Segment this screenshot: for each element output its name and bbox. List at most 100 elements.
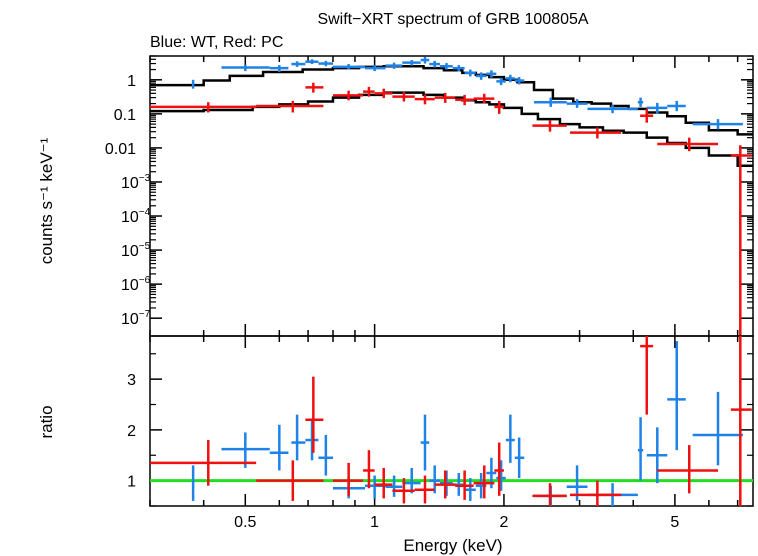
data-point-wt — [402, 467, 421, 494]
data-point-pc — [473, 93, 495, 104]
y-tick-exponent: −5 — [139, 241, 151, 252]
y-tick-label: 1 — [127, 73, 136, 90]
data-point-pc — [455, 470, 474, 500]
data-point-pc — [455, 94, 474, 106]
data-point-pc — [494, 100, 504, 114]
data-point-wt — [667, 341, 686, 451]
data-point-wt — [365, 65, 386, 72]
y-tick-label: 10−7 — [121, 309, 151, 328]
data-point-pc — [434, 92, 456, 103]
data-point-wt — [505, 414, 515, 463]
y-tick-base: 10 — [121, 209, 139, 226]
data-point-wt — [637, 97, 644, 107]
data-point-wt — [475, 72, 487, 80]
data-point-wt — [514, 437, 525, 479]
y-tick-label: 0.1 — [114, 107, 136, 124]
data-point-pc — [532, 483, 567, 506]
y-tick-label: 2 — [127, 423, 136, 440]
y-tick-label: 0.01 — [105, 141, 136, 158]
y-tick-base: 10 — [121, 277, 139, 294]
data-point-pc — [256, 100, 324, 113]
data-point-pc — [305, 82, 324, 93]
y-tick-label: 10−5 — [121, 241, 151, 260]
y-tick-exponent: −7 — [139, 309, 151, 320]
panel-content-ratio — [150, 336, 753, 506]
y-tick-exponent: −6 — [139, 275, 151, 286]
data-point-pc — [570, 127, 622, 139]
data-point-pc — [332, 90, 364, 101]
data-point-pc — [150, 102, 257, 113]
y-tick-exponent: −3 — [139, 173, 151, 184]
data-point-pc — [570, 480, 622, 506]
data-point-wt — [486, 70, 497, 78]
data-point-pc — [532, 120, 567, 132]
data-point-wt — [291, 414, 306, 461]
data-point-wt — [305, 419, 319, 461]
model-curve-wt — [150, 65, 753, 136]
data-point-pc — [640, 108, 654, 123]
data-point-wt — [440, 63, 453, 70]
y-tick-label: 3 — [127, 372, 136, 389]
data-point-wt — [221, 64, 270, 72]
model-curve-pc — [150, 91, 753, 167]
y-tick-label: 10−3 — [121, 173, 151, 192]
data-point-wt — [496, 77, 506, 86]
data-point-wt — [385, 62, 403, 69]
data-point-wt — [587, 104, 638, 114]
data-point-pc — [363, 450, 375, 489]
data-point-pc — [494, 442, 504, 496]
data-point-pc — [657, 137, 719, 152]
data-point-wt — [452, 65, 465, 72]
data-point-wt — [464, 69, 476, 77]
data-point-pc — [414, 94, 435, 105]
data-point-wt — [496, 460, 506, 491]
data-point-pc — [730, 145, 752, 336]
y-tick-label: 10−6 — [121, 275, 151, 294]
data-point-wt — [514, 77, 525, 85]
data-point-wt — [332, 64, 366, 70]
x-tick-label: 0.5 — [234, 514, 256, 531]
data-point-wt — [385, 475, 403, 497]
chart-title: Swift−XRT spectrum of GRB 100805A — [317, 11, 588, 28]
x-tick-label: 1 — [370, 514, 379, 531]
data-point-pc — [434, 470, 456, 499]
data-point-pc — [363, 86, 375, 97]
data-point-pc — [256, 460, 324, 501]
data-point-pc — [392, 91, 415, 102]
data-point-wt — [402, 60, 421, 66]
panel-ratio: 1 2 3 — [127, 335, 754, 507]
panel-content-spectrum — [150, 56, 753, 336]
x-axis-label: Energy (keV) — [403, 536, 502, 555]
y-axis-label-spectrum: counts s⁻¹ keV⁻¹ — [37, 137, 56, 264]
data-point-pc — [657, 445, 719, 494]
data-point-pc — [730, 336, 752, 506]
data-point-wt — [646, 102, 668, 114]
y-tick-base: 10 — [121, 175, 139, 192]
y-tick-base: 10 — [121, 243, 139, 260]
panel-frame-ratio — [149, 335, 754, 507]
data-point-pc — [374, 467, 393, 499]
data-point-pc — [332, 462, 364, 496]
data-point-wt — [637, 417, 644, 481]
data-point-pc — [473, 465, 495, 499]
y-tick-label: 10−4 — [121, 207, 151, 226]
y-tick-label: 1 — [127, 474, 136, 491]
data-point-wt — [464, 478, 476, 501]
x-tick-label: 5 — [670, 514, 679, 531]
y-tick-base: 10 — [121, 311, 139, 328]
data-point-wt — [692, 391, 743, 466]
data-point-wt — [305, 59, 319, 65]
data-point-wt — [692, 119, 743, 130]
data-point-pc — [150, 440, 257, 486]
data-point-wt — [318, 434, 333, 476]
data-point-pc — [392, 478, 415, 504]
data-point-wt — [534, 97, 567, 107]
data-point-wt — [269, 65, 289, 72]
data-point-wt — [420, 56, 430, 64]
chart-subtitle: Blue: WT, Red: PC — [150, 34, 283, 51]
data-point-wt — [646, 427, 668, 484]
x-tick-label: 2 — [499, 514, 508, 531]
